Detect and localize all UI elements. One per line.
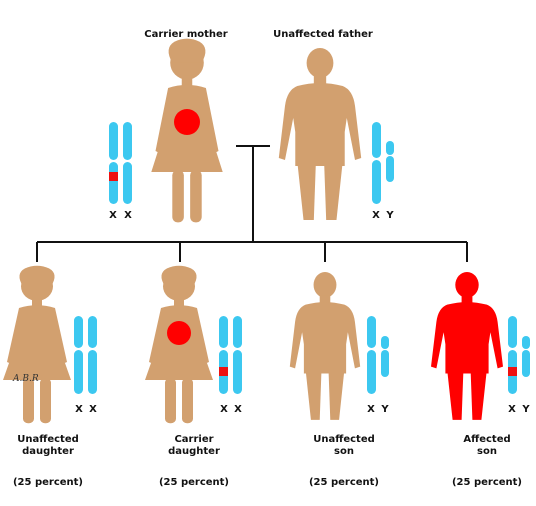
child-3-label-line2: son xyxy=(334,446,354,457)
female-figure-icon xyxy=(3,265,71,424)
child-3-label-line1: Unaffected xyxy=(313,434,375,445)
child-2-percent: (25 percent) xyxy=(159,477,229,488)
child-1-percent: (25 percent) xyxy=(13,477,83,488)
signature-mark: A.B.R xyxy=(12,374,39,384)
child-carrier-daughter: X X Carrier daughter (25 percent) xyxy=(145,265,242,488)
child-2-chromosomes: X X xyxy=(219,316,242,415)
mother-chr-2: X xyxy=(124,210,132,221)
child-4-percent: (25 percent) xyxy=(452,477,522,488)
father-figure xyxy=(278,48,362,220)
child-4-chr-1: X xyxy=(508,404,516,415)
child-2-chr-2: X xyxy=(234,404,242,415)
mother-carrier-marker xyxy=(174,109,200,135)
father-chromosomes: X Y xyxy=(372,122,394,221)
child-4-label-line1: Affected xyxy=(463,434,510,445)
child-1-label-line2: daughter xyxy=(22,446,74,457)
child-4-label-line2: son xyxy=(477,446,497,457)
child-unaffected-daughter: A.B.R X X Unaffected daughter (25 percen… xyxy=(3,265,97,488)
child-1-chr-2: X xyxy=(89,404,97,415)
child-1-chr-1: X xyxy=(75,404,83,415)
child-2-gene-marker xyxy=(219,367,228,376)
male-figure-icon xyxy=(431,272,503,420)
child-4-chr-2: Y xyxy=(521,404,530,415)
pedigree-lines xyxy=(36,145,468,262)
male-figure-icon xyxy=(289,272,361,420)
child-2-label-line2: daughter xyxy=(168,446,220,457)
child-4-gene-marker xyxy=(508,367,517,376)
child-1-chromosomes: X X xyxy=(74,316,97,415)
child-3-chromosomes: X Y xyxy=(367,316,389,415)
child-3-percent: (25 percent) xyxy=(309,477,379,488)
child-2-chr-1: X xyxy=(220,404,228,415)
child-2-label-line1: Carrier xyxy=(174,434,213,445)
mother-chr-1: X xyxy=(109,210,117,221)
child-3-chr-1: X xyxy=(367,404,375,415)
child-unaffected-son: X Y Unaffected son (25 percent) xyxy=(289,272,389,488)
mother-gene-marker xyxy=(109,172,118,181)
child-1-label-line1: Unaffected xyxy=(17,434,79,445)
child-2-carrier-marker xyxy=(167,321,191,345)
mother-label: Carrier mother xyxy=(144,29,228,40)
father-chr-1: X xyxy=(372,210,380,221)
child-3-chr-2: Y xyxy=(380,404,389,415)
child-affected-son: X Y Affected son (25 percent) xyxy=(431,272,530,488)
child-4-chromosomes: X Y xyxy=(508,316,530,415)
father-label: Unaffected father xyxy=(273,29,373,40)
father-chr-2: Y xyxy=(385,210,394,221)
mother-chromosomes: X X xyxy=(109,122,132,221)
